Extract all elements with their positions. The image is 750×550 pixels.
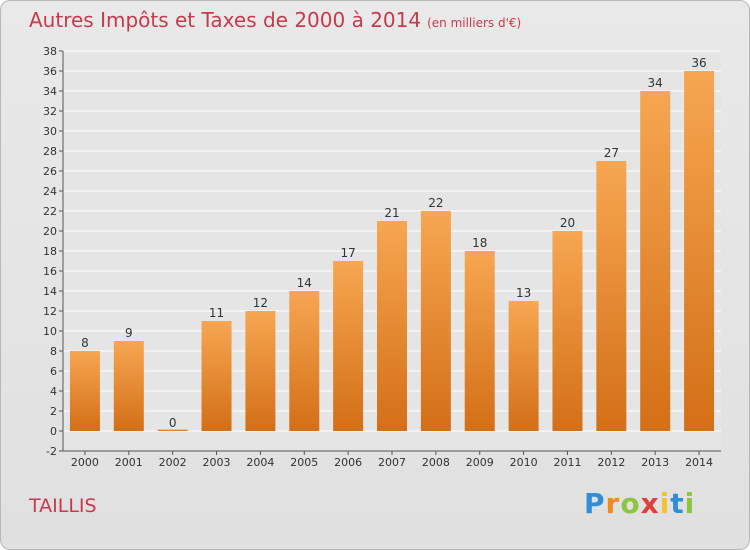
- y-tick-label: 14: [43, 285, 57, 298]
- y-tick-label: 30: [43, 125, 57, 138]
- data-label: 36: [691, 56, 706, 70]
- x-tick-label: 2002: [159, 456, 187, 469]
- bars: 8 9 0 11 12 14 17 21 22 18 13 20 27 34 36: [69, 56, 715, 431]
- bar: [596, 161, 627, 431]
- logo-letter: i: [684, 487, 696, 520]
- bar: [333, 261, 364, 431]
- y-tick-label: 20: [43, 225, 57, 238]
- x-tick-label: 2007: [378, 456, 406, 469]
- logo-letter: P: [584, 487, 606, 520]
- bar: [157, 429, 188, 431]
- y-tick-label: 2: [50, 405, 57, 418]
- x-tick-label: 2010: [510, 456, 538, 469]
- logo-letter: x: [640, 487, 660, 520]
- bar: [245, 311, 276, 431]
- bar: [552, 231, 583, 431]
- x-axis: 2000 2001 2002 2003 2004 2005 2006 2007 2008 2009…: [63, 450, 721, 469]
- y-tick-label: 38: [43, 45, 57, 58]
- y-tick-label: 6: [50, 365, 57, 378]
- x-tick-label: 2005: [290, 456, 318, 469]
- y-tick-label: 32: [43, 105, 57, 118]
- y-tick-label: 10: [43, 325, 57, 338]
- logo-letter: r: [605, 487, 621, 520]
- y-tick-label: 16: [43, 265, 57, 278]
- y-tick-label: 28: [43, 145, 57, 158]
- data-label: 22: [428, 196, 443, 210]
- logo-letter: o: [620, 487, 641, 520]
- x-tick-label: 2004: [246, 456, 274, 469]
- x-tick-label: 2009: [466, 456, 494, 469]
- data-label: 0: [169, 416, 177, 430]
- data-label: 11: [209, 306, 224, 320]
- x-tick-label: 2003: [203, 456, 231, 469]
- x-tick-label: 2000: [71, 456, 99, 469]
- data-label: 17: [340, 246, 355, 260]
- bar: [464, 251, 495, 431]
- chart-title-text: Autres Impôts et Taxes de 2000 à 2014: [29, 8, 422, 32]
- proxiti-logo[interactable]: Proxiti: [584, 487, 695, 520]
- bar: [69, 351, 100, 431]
- x-tick-label: 2012: [597, 456, 625, 469]
- y-tick-label: 24: [43, 185, 57, 198]
- x-tick-label: 2014: [685, 456, 713, 469]
- data-label: 34: [648, 76, 663, 90]
- data-label: 18: [472, 236, 487, 250]
- y-tick-label: 0: [50, 425, 57, 438]
- bar: [201, 321, 232, 431]
- bar: [640, 91, 671, 431]
- logo-letter: i: [659, 487, 671, 520]
- x-tick-label: 2001: [115, 456, 143, 469]
- y-tick-label: 36: [43, 65, 57, 78]
- data-label: 21: [384, 206, 399, 220]
- x-tick-label: 2011: [553, 456, 581, 469]
- chart-unit: (en milliers d'€): [427, 16, 522, 30]
- y-tick-label: 18: [43, 245, 57, 258]
- x-tick-label: 2006: [334, 456, 362, 469]
- y-tick-label: 8: [50, 345, 57, 358]
- y-tick-label: 34: [43, 85, 57, 98]
- data-label: 14: [297, 276, 312, 290]
- data-label: 20: [560, 216, 575, 230]
- bar: [508, 301, 539, 431]
- bar: [684, 71, 715, 431]
- x-tick-label: 2013: [641, 456, 669, 469]
- y-tick-label: 4: [50, 385, 57, 398]
- chart-title: Autres Impôts et Taxes de 2000 à 2014 (en…: [29, 8, 521, 32]
- data-label: 12: [253, 296, 268, 310]
- bar: [377, 221, 407, 431]
- y-tick-label: 12: [43, 305, 57, 318]
- bar: [113, 341, 144, 431]
- data-label: 9: [125, 326, 133, 340]
- commune-name: TAILLIS: [29, 495, 97, 517]
- data-label: 13: [516, 286, 531, 300]
- y-tick-label: 26: [43, 165, 57, 178]
- x-tick-label: 2008: [422, 456, 450, 469]
- bar: [289, 291, 320, 431]
- bar: [420, 211, 451, 431]
- data-label: 27: [604, 146, 619, 160]
- y-tick-label: 22: [43, 205, 57, 218]
- y-tick-label: -2: [46, 445, 57, 458]
- logo-letter: t: [670, 487, 685, 520]
- data-label: 8: [81, 336, 89, 350]
